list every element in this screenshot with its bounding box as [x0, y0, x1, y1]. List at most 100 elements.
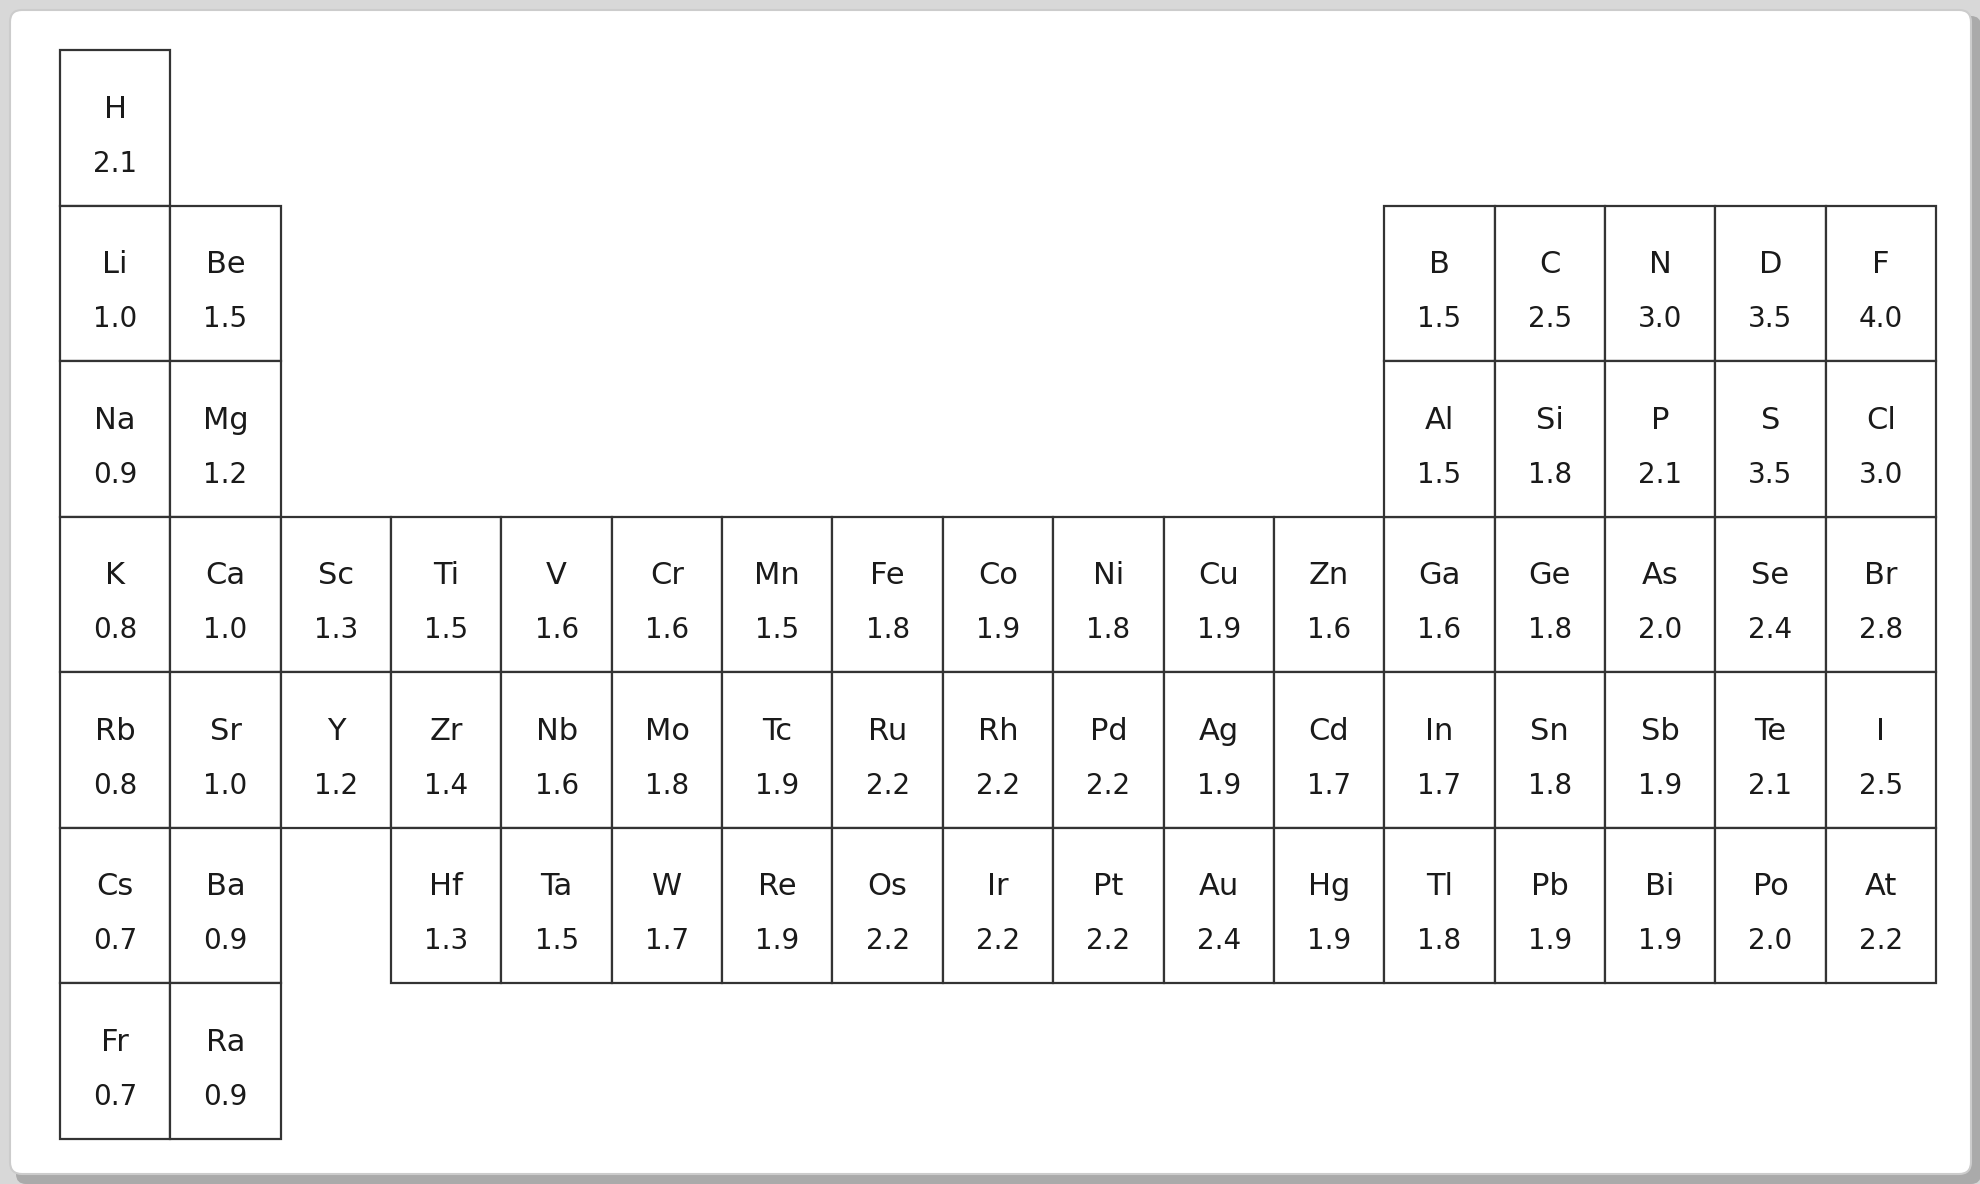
Text: Al: Al	[1424, 406, 1453, 435]
Bar	[281, 516, 390, 673]
Bar	[1162, 673, 1273, 828]
Text: Br: Br	[1863, 561, 1897, 591]
Text: 1.9: 1.9	[1637, 772, 1681, 800]
Text: 1.8: 1.8	[1527, 617, 1570, 644]
Text: In: In	[1424, 716, 1453, 746]
Bar	[390, 673, 501, 828]
Bar	[612, 673, 723, 828]
Text: 3.0: 3.0	[1857, 461, 1903, 489]
Text: 1.9: 1.9	[1527, 927, 1570, 955]
Text: Pt: Pt	[1093, 873, 1123, 901]
Bar	[1162, 516, 1273, 673]
Bar	[1273, 673, 1384, 828]
Bar	[501, 673, 612, 828]
Text: 1.0: 1.0	[204, 772, 248, 800]
Bar	[1715, 828, 1826, 984]
Bar	[170, 673, 281, 828]
Text: Be: Be	[206, 250, 246, 279]
Bar	[723, 828, 832, 984]
Text: Ba: Ba	[206, 873, 246, 901]
Text: 2.1: 2.1	[1637, 461, 1681, 489]
Text: 1.6: 1.6	[1416, 617, 1461, 644]
Bar	[1604, 673, 1715, 828]
Text: 0.7: 0.7	[93, 1083, 137, 1111]
Text: 2.2: 2.2	[865, 772, 909, 800]
Text: Mo: Mo	[644, 716, 689, 746]
Bar	[832, 516, 942, 673]
Bar	[1715, 516, 1826, 673]
Text: Ru: Ru	[867, 716, 907, 746]
Text: 2.0: 2.0	[1637, 617, 1681, 644]
Text: 0.8: 0.8	[93, 617, 137, 644]
Bar	[1384, 673, 1493, 828]
Text: 2.5: 2.5	[1527, 305, 1570, 333]
Text: 1.9: 1.9	[754, 772, 800, 800]
Text: Li: Li	[103, 250, 129, 279]
Text: Rh: Rh	[978, 716, 1018, 746]
Bar	[1384, 206, 1493, 361]
Text: P: P	[1649, 406, 1669, 435]
Text: 1.8: 1.8	[1527, 772, 1570, 800]
Text: W: W	[651, 873, 681, 901]
Text: Zr: Zr	[430, 716, 463, 746]
Bar	[501, 516, 612, 673]
Text: Sr: Sr	[210, 716, 242, 746]
Bar	[59, 828, 170, 984]
Bar	[59, 206, 170, 361]
Text: 2.4: 2.4	[1196, 927, 1239, 955]
Text: At: At	[1863, 873, 1897, 901]
Text: 1.5: 1.5	[1416, 305, 1461, 333]
Bar	[942, 516, 1053, 673]
Bar	[170, 206, 281, 361]
Text: 1.8: 1.8	[645, 772, 689, 800]
Text: 3.5: 3.5	[1748, 461, 1792, 489]
Bar	[1715, 361, 1826, 516]
Text: Zn: Zn	[1309, 561, 1348, 591]
Text: 2.2: 2.2	[1857, 927, 1903, 955]
Bar	[1053, 828, 1162, 984]
Text: Cu: Cu	[1198, 561, 1238, 591]
Text: 2.2: 2.2	[1085, 927, 1131, 955]
Text: 1.9: 1.9	[1196, 772, 1239, 800]
Bar	[612, 516, 723, 673]
Bar	[1826, 673, 1934, 828]
Text: 2.5: 2.5	[1857, 772, 1903, 800]
Bar	[59, 50, 170, 206]
Text: B: B	[1428, 250, 1449, 279]
Text: K: K	[105, 561, 125, 591]
Text: 1.5: 1.5	[754, 617, 800, 644]
Text: 1.6: 1.6	[535, 617, 578, 644]
Text: 0.8: 0.8	[93, 772, 137, 800]
Text: Bi: Bi	[1645, 873, 1673, 901]
Bar	[1384, 361, 1493, 516]
Text: 0.9: 0.9	[204, 927, 248, 955]
Text: D: D	[1758, 250, 1782, 279]
Text: 2.2: 2.2	[1085, 772, 1131, 800]
Text: 1.9: 1.9	[976, 617, 1020, 644]
Bar	[1604, 828, 1715, 984]
Bar	[170, 984, 281, 1139]
Bar	[1493, 361, 1604, 516]
Bar	[612, 828, 723, 984]
Text: Re: Re	[758, 873, 796, 901]
Text: 1.8: 1.8	[1416, 927, 1461, 955]
Bar	[390, 516, 501, 673]
Text: 1.0: 1.0	[93, 305, 137, 333]
Text: 2.2: 2.2	[976, 927, 1020, 955]
Text: 1.3: 1.3	[424, 927, 467, 955]
Text: 1.7: 1.7	[1416, 772, 1461, 800]
Text: Ca: Ca	[206, 561, 246, 591]
Bar	[1273, 828, 1384, 984]
Bar	[832, 673, 942, 828]
Text: 2.2: 2.2	[865, 927, 909, 955]
Bar	[1053, 673, 1162, 828]
Text: 2.8: 2.8	[1857, 617, 1903, 644]
Text: 1.5: 1.5	[204, 305, 248, 333]
Text: C: C	[1538, 250, 1560, 279]
Text: V: V	[546, 561, 566, 591]
Text: Mg: Mg	[202, 406, 248, 435]
Text: Ta: Ta	[541, 873, 572, 901]
Text: Ag: Ag	[1198, 716, 1238, 746]
Text: Cr: Cr	[649, 561, 683, 591]
Text: Te: Te	[1754, 716, 1786, 746]
